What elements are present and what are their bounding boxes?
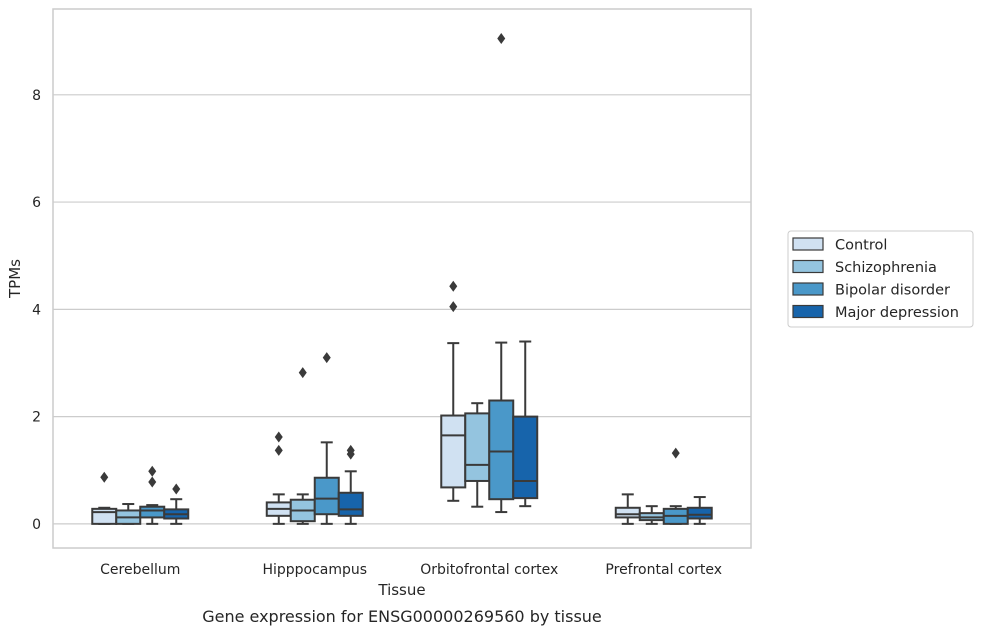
box-group bbox=[91, 471, 118, 525]
box-iqr bbox=[686, 506, 713, 520]
box-iqr bbox=[464, 412, 491, 482]
box-iqr bbox=[313, 476, 340, 516]
box-iqr bbox=[440, 414, 467, 489]
outlier-point bbox=[671, 447, 680, 459]
box-iqr bbox=[488, 399, 515, 501]
box-group bbox=[686, 496, 713, 525]
legend-swatch bbox=[792, 237, 824, 251]
y-tick-label: 2 bbox=[32, 410, 41, 426]
legend-label: Schizophrenia bbox=[835, 260, 937, 276]
box-group bbox=[265, 431, 292, 525]
box-group bbox=[163, 483, 190, 525]
legend-frame bbox=[787, 230, 974, 328]
plot-boxes bbox=[91, 32, 713, 525]
x-tick-labels: Cerebellum Hipppocampus Orbitofrontal cort… bbox=[100, 562, 722, 578]
box-group bbox=[440, 280, 467, 502]
chart-caption: Gene expression for ENSG00000269560 by t… bbox=[202, 607, 602, 626]
x-tick-label: Orbitofrontal cortex bbox=[420, 562, 558, 578]
box-group bbox=[512, 340, 539, 508]
outlier-point bbox=[322, 352, 331, 364]
y-tick-label: 4 bbox=[32, 302, 41, 318]
outlier-point bbox=[100, 471, 109, 483]
box-group bbox=[313, 352, 340, 525]
outlier-point bbox=[274, 431, 283, 443]
outlier-point bbox=[148, 476, 157, 488]
grid-lines bbox=[53, 94, 751, 525]
y-tick-label: 8 bbox=[32, 88, 41, 104]
y-axis-label: TPMs bbox=[6, 259, 24, 299]
box-group bbox=[139, 465, 166, 525]
y-tick-label: 6 bbox=[32, 195, 41, 211]
outlier-point bbox=[172, 483, 181, 495]
legend-label: Major depression bbox=[835, 305, 959, 321]
outlier-point bbox=[274, 444, 283, 456]
box-group bbox=[337, 444, 364, 525]
legend-swatch bbox=[792, 304, 824, 319]
box-iqr bbox=[512, 415, 539, 500]
box-group bbox=[662, 447, 689, 525]
outlier-point bbox=[346, 444, 355, 456]
legend-label: Control bbox=[835, 238, 887, 254]
outlier-point bbox=[497, 32, 506, 44]
legend-label: Bipolar disorder bbox=[835, 283, 950, 299]
box-iqr bbox=[614, 506, 641, 519]
outlier-point bbox=[449, 301, 458, 313]
outlier-point bbox=[449, 280, 458, 292]
outlier-point bbox=[148, 465, 157, 477]
plot-frame bbox=[52, 8, 752, 549]
x-tick-label: Hipppocampus bbox=[262, 562, 367, 578]
box-iqr bbox=[139, 505, 166, 519]
box-iqr bbox=[337, 491, 364, 517]
x-axis-label: Tissue bbox=[377, 581, 425, 599]
y-tick-labels: 0 2 4 6 8 bbox=[32, 88, 41, 533]
x-tick-label: Cerebellum bbox=[100, 562, 180, 578]
y-tick-label: 0 bbox=[32, 517, 41, 533]
legend-swatch bbox=[792, 259, 824, 274]
legend-swatch bbox=[792, 282, 824, 296]
outlier-point bbox=[298, 367, 307, 379]
x-tick-label: Prefrontal cortex bbox=[605, 562, 722, 578]
legend: Control Schizophrenia Bipolar disorder Majo… bbox=[787, 230, 974, 328]
